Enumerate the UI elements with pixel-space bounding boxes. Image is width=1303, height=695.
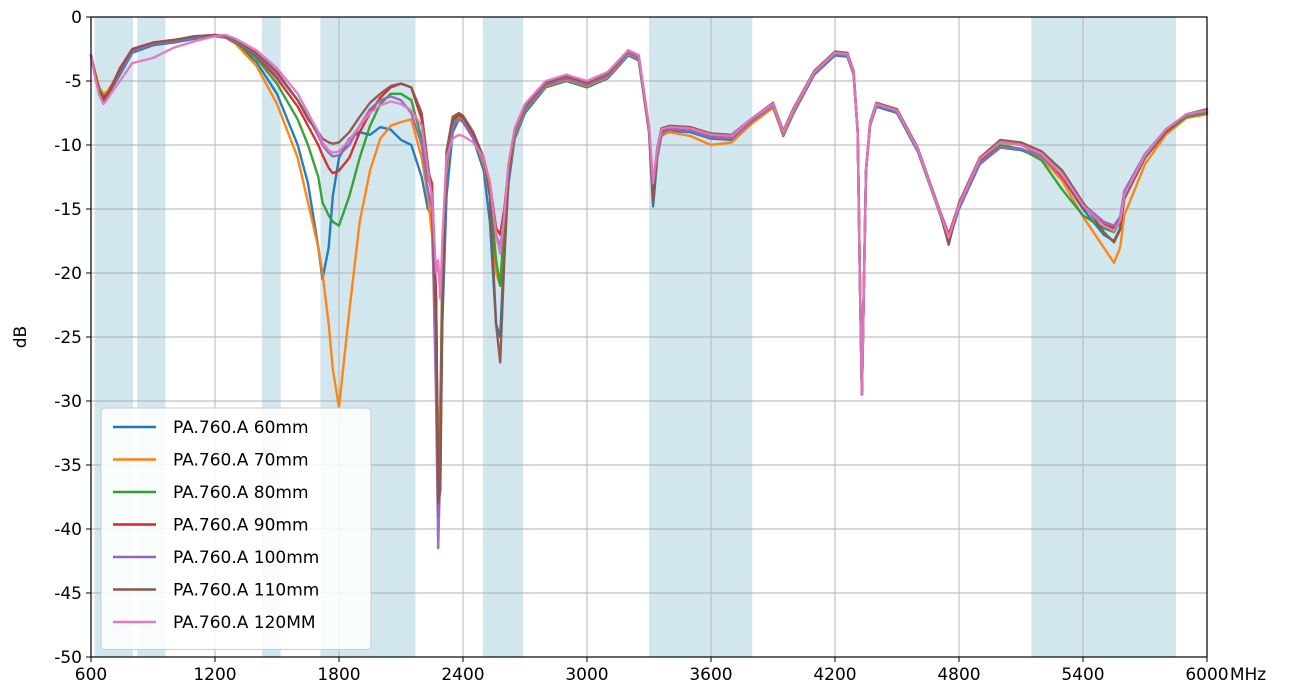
x-tick-label: 3600 [689, 665, 732, 685]
x-tick-label: 5400 [1061, 665, 1104, 685]
legend-label: PA.760.A 70mm [173, 451, 309, 471]
y-axis-label: dB [11, 326, 31, 348]
legend-label: PA.760.A 110mm [173, 581, 319, 601]
y-tick-label: -30 [54, 392, 82, 412]
legend-label: PA.760.A 80mm [173, 483, 309, 503]
y-tick-label: -35 [54, 456, 82, 476]
y-tick-label: -45 [54, 584, 82, 604]
x-axis-ticks: 600 1200 1800 2400 3000 3600 4200 4800 5400 6000 [75, 657, 1229, 685]
series-line [89, 33, 1209, 396]
legend: PA.760.A 60mm PA.760.A 70mm PA.760.A 80mm P… [100, 407, 372, 650]
legend-label: PA.760.A 100mm [173, 548, 319, 568]
y-tick-label: -50 [54, 648, 82, 668]
x-tick-label: 600 [75, 665, 107, 685]
y-tick-label: -5 [65, 72, 82, 92]
legend-label: PA.760.A 90mm [173, 516, 309, 536]
x-tick-label: 3000 [565, 665, 608, 685]
x-tick-label: 4800 [937, 665, 980, 685]
y-tick-label: -20 [54, 264, 82, 284]
x-tick-label: 4200 [813, 665, 856, 685]
x-axis-label: MHz [1230, 665, 1266, 685]
x-tick-label: 1800 [317, 665, 360, 685]
y-tick-label: 0 [71, 8, 82, 28]
y-tick-label: -40 [54, 520, 82, 540]
y-tick-label: -15 [54, 200, 82, 220]
x-tick-label: 6000 [1185, 665, 1228, 685]
y-axis-ticks: 0 -5 -10 -15 -20 -25 -30 -35 -40 -45 -50 [54, 8, 91, 668]
legend-label: PA.760.A 60mm [173, 418, 309, 438]
legend-box [100, 407, 372, 650]
x-tick-label: 2400 [441, 665, 484, 685]
series-lines [89, 33, 1209, 550]
legend-label: PA.760.A 120MM [173, 613, 316, 633]
y-tick-label: -10 [54, 136, 82, 156]
x-tick-label: 1200 [193, 665, 236, 685]
y-tick-label: -25 [54, 328, 82, 348]
